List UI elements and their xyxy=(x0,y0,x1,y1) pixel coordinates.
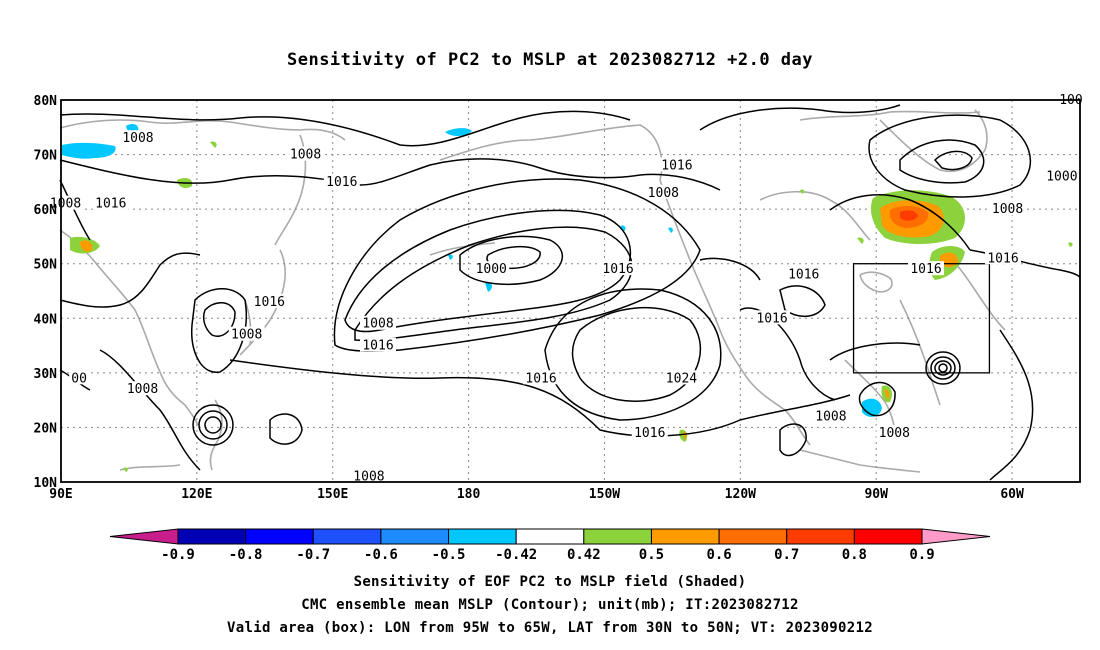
colorbar-above-triangle xyxy=(921,528,991,545)
colorbar-tick-label: -0.42 xyxy=(495,547,537,563)
contour-label: 1016 xyxy=(788,268,819,283)
contour-label: 1008 xyxy=(992,202,1023,217)
contour-label: 1016 xyxy=(95,197,126,212)
contour-label: 1000 xyxy=(476,262,507,277)
lat-label: 50N xyxy=(34,258,58,273)
sensitivity-shading xyxy=(62,123,1073,472)
colorbar-tick-label: 0.8 xyxy=(842,547,867,563)
colorbar-bin xyxy=(583,528,652,545)
contour-label: 1016 xyxy=(661,158,692,173)
contour-label: 1000 xyxy=(1046,169,1077,184)
blue-patch xyxy=(668,227,673,233)
colorbar-tick-label: 0.9 xyxy=(909,547,934,563)
lon-label: 120E xyxy=(181,487,212,502)
colorbar-bin xyxy=(515,528,585,545)
orange-patch xyxy=(80,240,93,252)
lon-label: 180 xyxy=(457,487,481,502)
blue-patch xyxy=(62,142,116,159)
lat-label: 60N xyxy=(34,203,58,218)
colorbar-bin xyxy=(448,528,517,545)
contour-label: 1008 xyxy=(815,410,846,425)
red-patch xyxy=(900,210,918,221)
colorbar-tick-label: -0.6 xyxy=(364,547,398,563)
contour-label: 1024 xyxy=(666,371,697,386)
blue-patch xyxy=(448,254,453,260)
mslp-contours xyxy=(59,104,1081,481)
caption-shading: Sensitivity of EOF PC2 to MSLP field (Sh… xyxy=(353,574,747,590)
colorbar-tick-label: -0.9 xyxy=(161,547,195,563)
contour-label: 1016 xyxy=(525,371,556,386)
lon-label: 150E xyxy=(317,487,348,502)
green-patch xyxy=(123,467,128,472)
gridlines xyxy=(61,100,1080,482)
contour-label: 1008 xyxy=(127,382,158,397)
colorbar-bin xyxy=(650,528,720,545)
caption-contour: CMC ensemble mean MSLP (Contour); unit(m… xyxy=(301,597,799,613)
contour-label: 1008 xyxy=(648,186,679,201)
contour-label: 1008 xyxy=(362,317,393,332)
contour-label: 1008 xyxy=(231,328,262,343)
contour-label: 1008 xyxy=(50,197,81,212)
coastlines xyxy=(59,109,1006,473)
colorbar-tick-label: 0.5 xyxy=(639,547,664,563)
colorbar-bin xyxy=(718,528,788,545)
green-patch xyxy=(210,141,217,148)
colorbar-bin xyxy=(380,528,450,545)
lat-label: 70N xyxy=(34,149,58,164)
contour-label: 1016 xyxy=(910,262,941,277)
contour-label: 1016 xyxy=(254,295,285,310)
lon-label: 90W xyxy=(864,487,888,502)
blue-patch xyxy=(485,282,492,292)
colorbar-tick-label: -0.8 xyxy=(229,547,263,563)
colorbar-below-triangle xyxy=(109,528,179,545)
green-patch xyxy=(857,237,864,244)
contour-label: 1008 xyxy=(122,131,153,146)
lon-label: 60W xyxy=(1000,487,1024,502)
orange-patch xyxy=(884,389,890,400)
colorbar-tick-label: 0.42 xyxy=(567,547,601,563)
colorbar-bin xyxy=(245,528,314,545)
contour-label: 1008 xyxy=(290,148,321,163)
map-frame xyxy=(60,99,1081,483)
lon-label: 120W xyxy=(725,487,756,502)
latitude-labels: 80N 70N 60N 50N 40N 30N 20N 10N xyxy=(34,94,58,491)
lat-label: 40N xyxy=(34,312,58,327)
lon-label: 150W xyxy=(589,487,620,502)
caption-valid-area: Valid area (box): LON from 95W to 65W, L… xyxy=(227,620,873,636)
contour-label: 00 xyxy=(71,371,87,386)
lat-label: 80N xyxy=(34,94,58,109)
contour-label: 1016 xyxy=(602,262,633,277)
colorbar-tick-label: -0.5 xyxy=(432,547,466,563)
colorbar-tick-label: -0.7 xyxy=(296,547,330,563)
longitude-labels: 90E 120E 150E 180 150W 120W 90W 60W xyxy=(49,487,1024,502)
contour-label: 1016 xyxy=(987,251,1018,266)
contour-labels: 1008 1008 1016 1016 1008 1016 1008 1000 1016 1016… xyxy=(47,92,1085,485)
colorbar-bin xyxy=(312,528,382,545)
lat-label: 20N xyxy=(34,421,58,436)
contour-label: 1016 xyxy=(362,339,393,354)
contour-label: 1016 xyxy=(756,311,787,326)
contour-label: 1008 xyxy=(879,426,910,441)
colorbar: -0.9 -0.8 -0.7 -0.6 -0.5 -0.42 0.42 0.5 0.6 0.7 0.… xyxy=(109,528,991,563)
lat-label: 10N xyxy=(34,476,58,491)
blue-patch xyxy=(445,128,472,137)
map-title: Sensitivity of PC2 to MSLP at 2023082712… xyxy=(286,50,813,70)
green-patch xyxy=(1068,242,1073,247)
colorbar-bin xyxy=(853,528,923,545)
colorbar-tick-label: 0.7 xyxy=(774,547,799,563)
colorbar-tick-label: 0.6 xyxy=(706,547,731,563)
green-patch xyxy=(800,189,805,194)
contour-label: 1016 xyxy=(326,175,357,190)
contour-label: 1016 xyxy=(634,426,665,441)
colorbar-bin xyxy=(786,528,855,545)
lon-label: 90E xyxy=(49,487,72,502)
colorbar-bin xyxy=(177,528,247,545)
blue-patch xyxy=(620,225,626,232)
lat-label: 30N xyxy=(34,367,58,382)
contour-label: 1008 xyxy=(353,470,384,485)
